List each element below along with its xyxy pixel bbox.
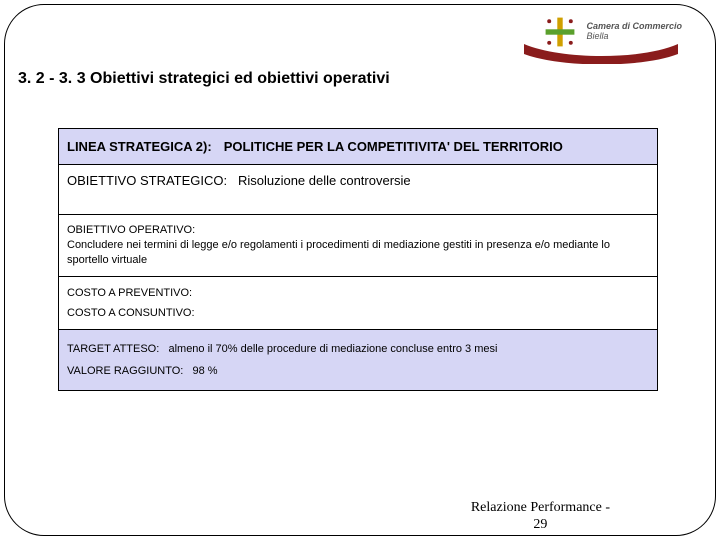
strategic-text: Risoluzione delle controversie [238, 173, 411, 188]
row-costi: COSTO A PREVENTIVO: COSTO A CONSUNTIVO: [59, 277, 657, 330]
operative-label: OBIETTIVO OPERATIVO: [67, 223, 649, 238]
header-text: POLITICHE PER LA COMPETITIVITA' DEL TERR… [224, 139, 563, 154]
logo-swoosh-icon [522, 42, 682, 64]
section-title: 3. 2 - 3. 3 Obiettivi strategici ed obie… [18, 70, 390, 88]
logo-text: Camera di Commercio Biella [586, 22, 682, 42]
valore-raggiunto-text: 98 % [193, 365, 218, 377]
target-atteso-text: almeno il 70% delle procedure di mediazi… [168, 343, 497, 355]
row-obiettivo-strategico: OBIETTIVO STRATEGICO: Risoluzione delle … [59, 165, 657, 215]
operative-text: Concludere nei termini di legge e/o rego… [67, 239, 610, 266]
costo-consuntivo: COSTO A CONSUNTIVO: [67, 303, 649, 323]
row-target: TARGET ATTESO: almeno il 70% delle proce… [59, 330, 657, 390]
footer: Relazione Performance - 29 [471, 500, 610, 534]
footer-page-number: 29 [471, 517, 610, 534]
row-obiettivo-operativo: OBIETTIVO OPERATIVO: Concludere nei term… [59, 215, 657, 277]
strategic-label: OBIETTIVO STRATEGICO: [67, 173, 227, 188]
logo-line2: Biella [586, 32, 682, 42]
row-linea-strategica: LINEA STRATEGICA 2): POLITICHE PER LA COM… [59, 129, 657, 165]
header-label: LINEA STRATEGICA 2): [67, 139, 212, 154]
footer-line1: Relazione Performance - [471, 500, 610, 517]
costo-preventivo: COSTO A PREVENTIVO: [67, 283, 649, 303]
objectives-table: LINEA STRATEGICA 2): POLITICHE PER LA COM… [58, 128, 658, 391]
valore-raggiunto-label: VALORE RAGGIUNTO: [67, 365, 183, 377]
target-atteso-label: TARGET ATTESO: [67, 343, 159, 355]
